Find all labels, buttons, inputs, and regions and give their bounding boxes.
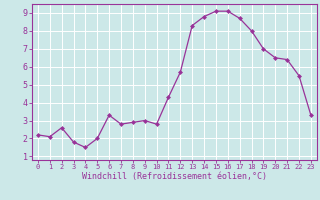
X-axis label: Windchill (Refroidissement éolien,°C): Windchill (Refroidissement éolien,°C) (82, 172, 267, 181)
